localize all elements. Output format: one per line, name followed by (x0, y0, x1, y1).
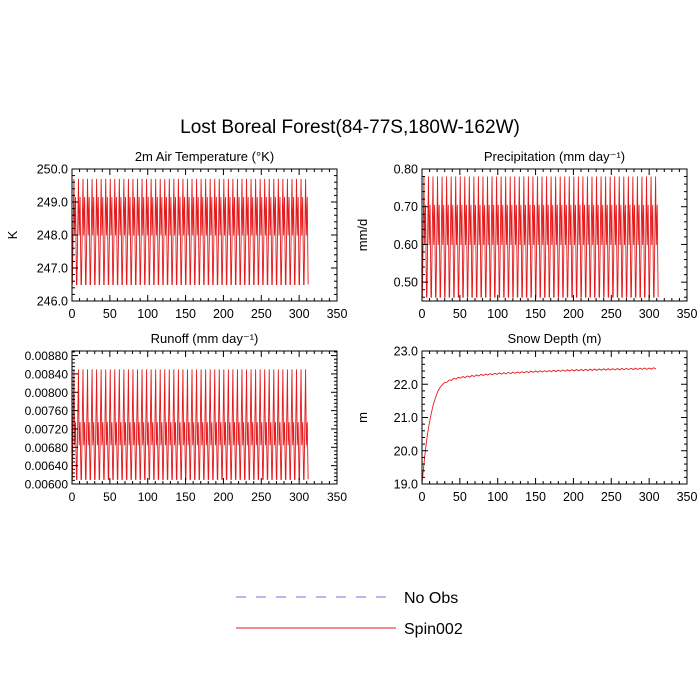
series-line-spin002 (421, 176, 659, 298)
x-tick-label: 300 (639, 307, 660, 321)
y-tick-label: 0.50 (394, 276, 418, 290)
x-tick-label: 200 (563, 307, 584, 321)
panel-air-temperature: 2m Air Temperature (°K) K 0 50 100 150 200 250 3… (5, 149, 347, 321)
y-tick-label: 22.0 (394, 378, 418, 392)
x-tick-label: 0 (419, 307, 426, 321)
x-tick-label: 100 (137, 307, 158, 321)
figure-title: Lost Boreal Forest(84-77S,180W-162W) (180, 117, 520, 138)
x-tick-label: 350 (677, 490, 698, 504)
x-tick-label: 0 (419, 490, 426, 504)
x-tick-label: 300 (289, 307, 310, 321)
panel-title: Runoff (mm day⁻¹) (151, 331, 259, 346)
x-tick-label: 150 (176, 490, 196, 504)
y-tick-label: 248.0 (37, 229, 68, 243)
panel-snow-depth: Snow Depth (m) m 0 50 100 150 200 250 300 350 19.0… (355, 331, 697, 504)
y-tick-label: 0.00840 (25, 367, 69, 381)
x-tick-label: 250 (601, 307, 622, 321)
panel-precipitation: Precipitation (mm day⁻¹) mm/d 0 50 100 150 200… (355, 149, 697, 321)
x-tick-label: 100 (487, 307, 508, 321)
legend-label-no-obs: No Obs (404, 590, 458, 607)
x-tick-label: 50 (453, 490, 467, 504)
y-tick-label: 0.00600 (25, 478, 69, 492)
y-tick-label: 0.70 (394, 200, 418, 214)
series-line-spin002 (421, 367, 657, 485)
x-tick-label: 250 (601, 490, 622, 504)
y-tick-label: 247.0 (37, 262, 68, 276)
panel-title: Snow Depth (m) (508, 331, 602, 346)
x-tick-label: 0 (69, 307, 76, 321)
y-tick-label: 0.00720 (25, 422, 69, 436)
y-tick-label: 0.00680 (25, 441, 69, 455)
panel-runoff: Runoff (mm day⁻¹) 0 50 100 150 200 250 300 350 0.… (25, 331, 348, 504)
x-tick-label: 100 (138, 490, 158, 504)
x-tick-label: 0 (69, 490, 76, 504)
y-tick-label: 19.0 (394, 478, 418, 492)
panel-title: 2m Air Temperature (°K) (135, 149, 274, 164)
series-line-spin002 (71, 360, 309, 480)
x-tick-label: 250 (251, 307, 272, 321)
x-tick-label: 150 (175, 307, 196, 321)
y-tick-label: 0.00800 (25, 386, 69, 400)
x-tick-label: 200 (213, 307, 234, 321)
x-tick-label: 150 (525, 490, 546, 504)
x-tick-label: 200 (213, 490, 233, 504)
plot-frame (421, 168, 688, 302)
panel-title: Precipitation (mm day⁻¹) (484, 149, 625, 164)
x-tick-label: 350 (677, 307, 698, 321)
x-tick-label: 250 (251, 490, 271, 504)
y-axis-label: mm/d (355, 219, 370, 252)
legend: No Obs Spin002 (236, 590, 463, 638)
x-tick-label: 300 (639, 490, 660, 504)
y-tick-label: 246.0 (37, 295, 68, 309)
x-tick-label: 350 (327, 490, 347, 504)
y-tick-label: 0.80 (394, 163, 418, 177)
y-tick-label: 20.0 (394, 444, 418, 458)
x-tick-label: 150 (525, 307, 546, 321)
x-tick-label: 50 (103, 490, 117, 504)
x-tick-label: 300 (289, 490, 309, 504)
x-tick-label: 50 (103, 307, 117, 321)
y-tick-label: 249.0 (37, 196, 68, 210)
y-axis-label: m (355, 412, 370, 423)
x-tick-label: 200 (563, 490, 584, 504)
legend-label-spin002: Spin002 (404, 621, 463, 638)
y-tick-label: 250.0 (37, 163, 68, 177)
y-axis-label: K (5, 230, 20, 239)
series-line-spin002 (71, 178, 309, 285)
x-tick-label: 100 (487, 490, 508, 504)
y-tick-label: 0.00760 (25, 404, 69, 418)
panels: 2m Air Temperature (°K) K 0 50 100 150 200 250 3… (5, 149, 697, 504)
y-tick-label: 0.60 (394, 238, 418, 252)
y-tick-label: 0.00880 (25, 349, 69, 363)
x-tick-label: 50 (453, 307, 467, 321)
y-tick-label: 21.0 (394, 411, 418, 425)
y-tick-label: 23.0 (394, 345, 418, 359)
x-tick-label: 350 (327, 307, 348, 321)
y-tick-label: 0.00640 (25, 459, 69, 473)
